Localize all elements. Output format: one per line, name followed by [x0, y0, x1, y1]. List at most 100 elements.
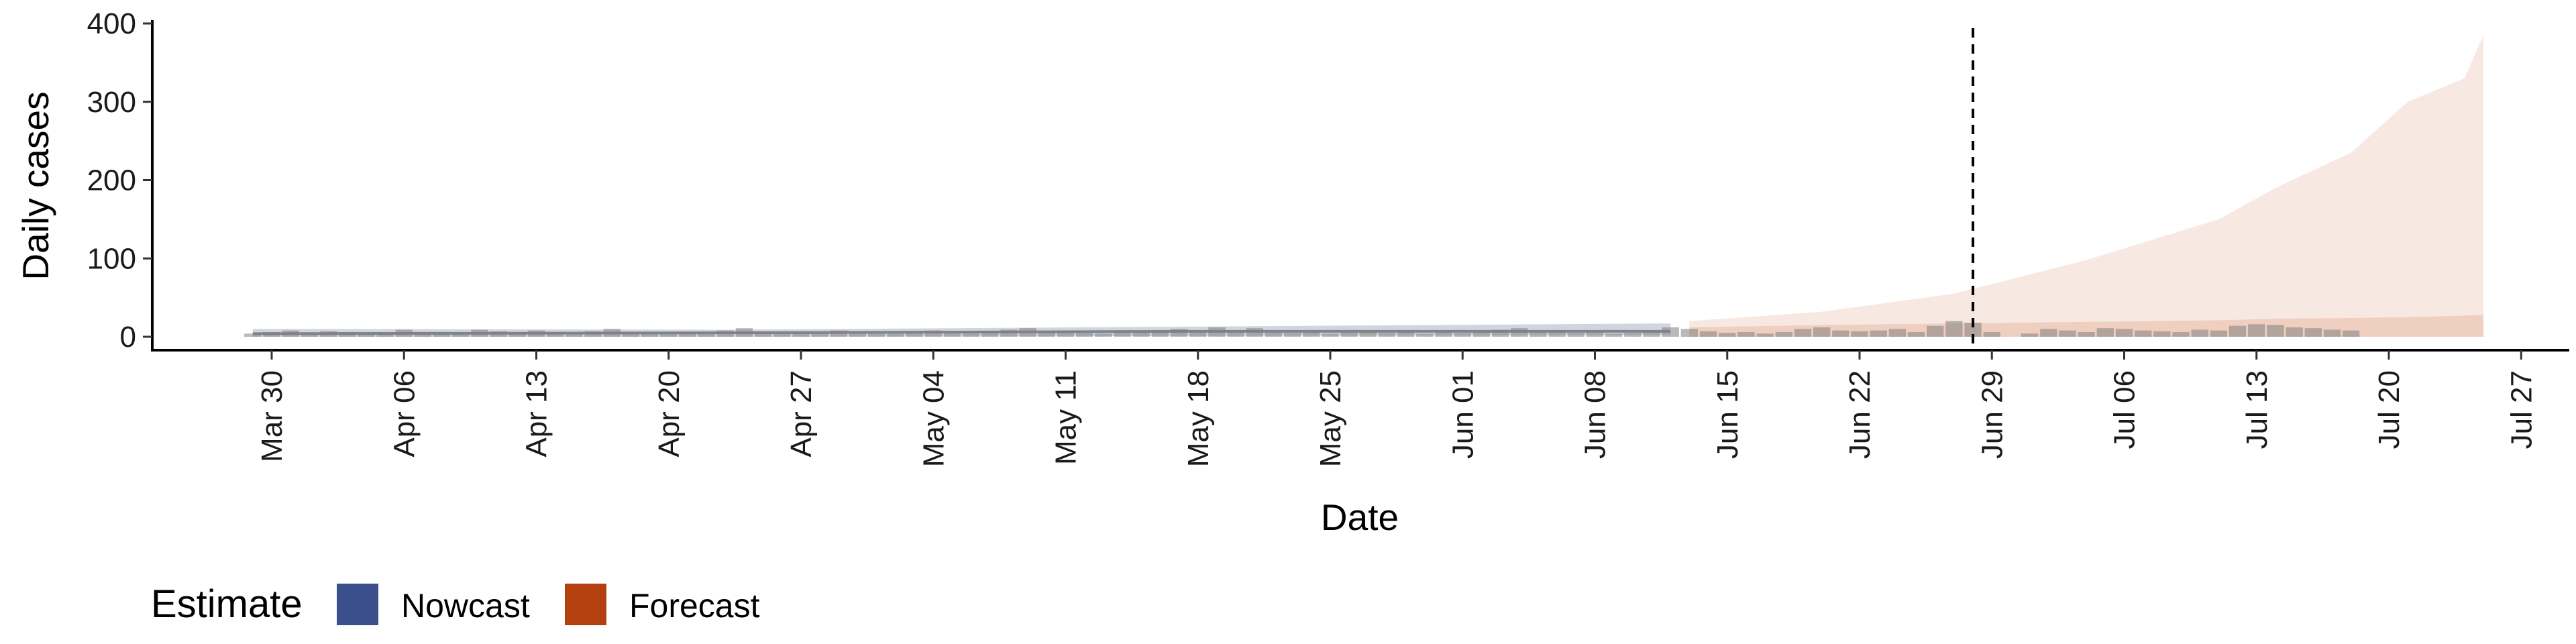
case-bar [1114, 330, 1131, 337]
x-tick-label: Jul 06 [2108, 370, 2141, 449]
case-bar [2267, 325, 2284, 337]
case-bar [1000, 329, 1018, 337]
case-bar [2134, 330, 2152, 337]
x-tick-label: Jun 15 [1711, 370, 1744, 459]
legend-swatch-nowcast [337, 584, 378, 625]
y-tick-label: 200 [87, 164, 136, 197]
case-bar [962, 331, 980, 337]
case-bar [1189, 331, 1207, 337]
case-bar [924, 330, 942, 337]
case-bar [2191, 329, 2208, 337]
nowcast-median-line [252, 329, 1671, 335]
x-tick-label: Apr 27 [785, 370, 818, 458]
case-bar [2059, 330, 2076, 337]
case-bar [263, 331, 280, 337]
case-bar [1378, 333, 1396, 337]
forecast-band-inner [1689, 315, 2483, 337]
case-bar [1794, 329, 1812, 337]
case-bar [1964, 322, 1982, 337]
case-bar [1529, 331, 1547, 337]
case-bar [1170, 329, 1188, 337]
case-bar [301, 333, 319, 337]
case-bar [943, 333, 961, 337]
case-bar [2286, 327, 2303, 337]
case-bar [679, 331, 696, 337]
case-bar [1888, 329, 1907, 337]
x-tick-label: Apr 06 [388, 370, 421, 458]
legend-label-nowcast: Nowcast [401, 587, 530, 625]
legend: Estimate Nowcast Forecast [151, 582, 760, 626]
plot-area [244, 28, 2483, 350]
case-bar [2096, 328, 2114, 337]
case-bar [754, 331, 772, 337]
y-tick-label: 300 [87, 86, 136, 119]
case-bar [1511, 328, 1528, 337]
case-bar [1851, 331, 1868, 337]
case-bar [792, 331, 810, 337]
case-bar [433, 333, 451, 337]
case-bar [2304, 328, 2322, 337]
case-bar [1643, 330, 1660, 337]
case-bar [1586, 331, 1604, 337]
forecast-band-outer [1689, 35, 2483, 337]
case-bar [2153, 331, 2171, 337]
x-tick-label: May 04 [917, 370, 950, 467]
case-bar [2040, 329, 2057, 337]
case-bar [376, 333, 394, 337]
case-bar [282, 330, 299, 337]
y-tick-label: 100 [87, 242, 136, 275]
case-bar [2323, 329, 2341, 337]
case-bar [2115, 329, 2133, 337]
y-tick-label: 0 [120, 321, 136, 354]
case-bar [1208, 327, 1226, 337]
case-bar [1680, 329, 1699, 337]
x-tick-label: Jul 13 [2241, 370, 2273, 449]
case-bar [395, 329, 413, 337]
case-bar [1416, 333, 1434, 337]
case-bar [1605, 333, 1623, 337]
case-bar [414, 331, 432, 337]
case-bar [1019, 328, 1036, 337]
legend-swatch-forecast [565, 584, 606, 625]
x-tick-label: May 11 [1050, 370, 1083, 465]
x-tick-label: Apr 20 [653, 370, 686, 458]
case-bar [1624, 333, 1642, 337]
case-bar [1699, 331, 1717, 337]
case-bar [1567, 333, 1585, 337]
case-bar [471, 329, 488, 337]
case-bar [2229, 325, 2247, 337]
case-bar [1491, 329, 1509, 337]
case-bar [1983, 331, 2000, 337]
case-bar [244, 333, 262, 337]
case-bar [1397, 331, 1415, 337]
case-bar [1454, 333, 1471, 337]
case-bar [1472, 331, 1491, 337]
case-bar [1057, 331, 1075, 337]
case-bar [1870, 330, 1887, 337]
case-bar [1548, 330, 1566, 337]
x-tick-label: Jul 20 [2373, 370, 2406, 449]
case-bar [2248, 324, 2265, 337]
case-bar [2210, 330, 2228, 337]
case-bar [319, 331, 337, 337]
case-bar [1132, 331, 1150, 337]
case-bar [1945, 321, 1963, 337]
case-bar [1775, 331, 1792, 337]
x-tick-label: Jun 29 [1976, 370, 2008, 459]
case-bar [1303, 331, 1320, 337]
case-bar [868, 333, 885, 337]
case-bar [641, 333, 659, 337]
case-bar [490, 331, 507, 337]
y-tick-label: 400 [87, 7, 136, 40]
x-tick-label: Apr 13 [521, 370, 553, 458]
x-tick-label: Jun 01 [1446, 370, 1479, 459]
case-bar [698, 333, 715, 337]
x-tick-label: Mar 30 [256, 370, 288, 462]
legend-title: Estimate [151, 582, 303, 626]
case-bar [1340, 331, 1358, 337]
case-bar [1322, 333, 1339, 337]
case-bar [2342, 330, 2360, 337]
case-bar [358, 333, 375, 337]
case-bar [546, 331, 564, 337]
